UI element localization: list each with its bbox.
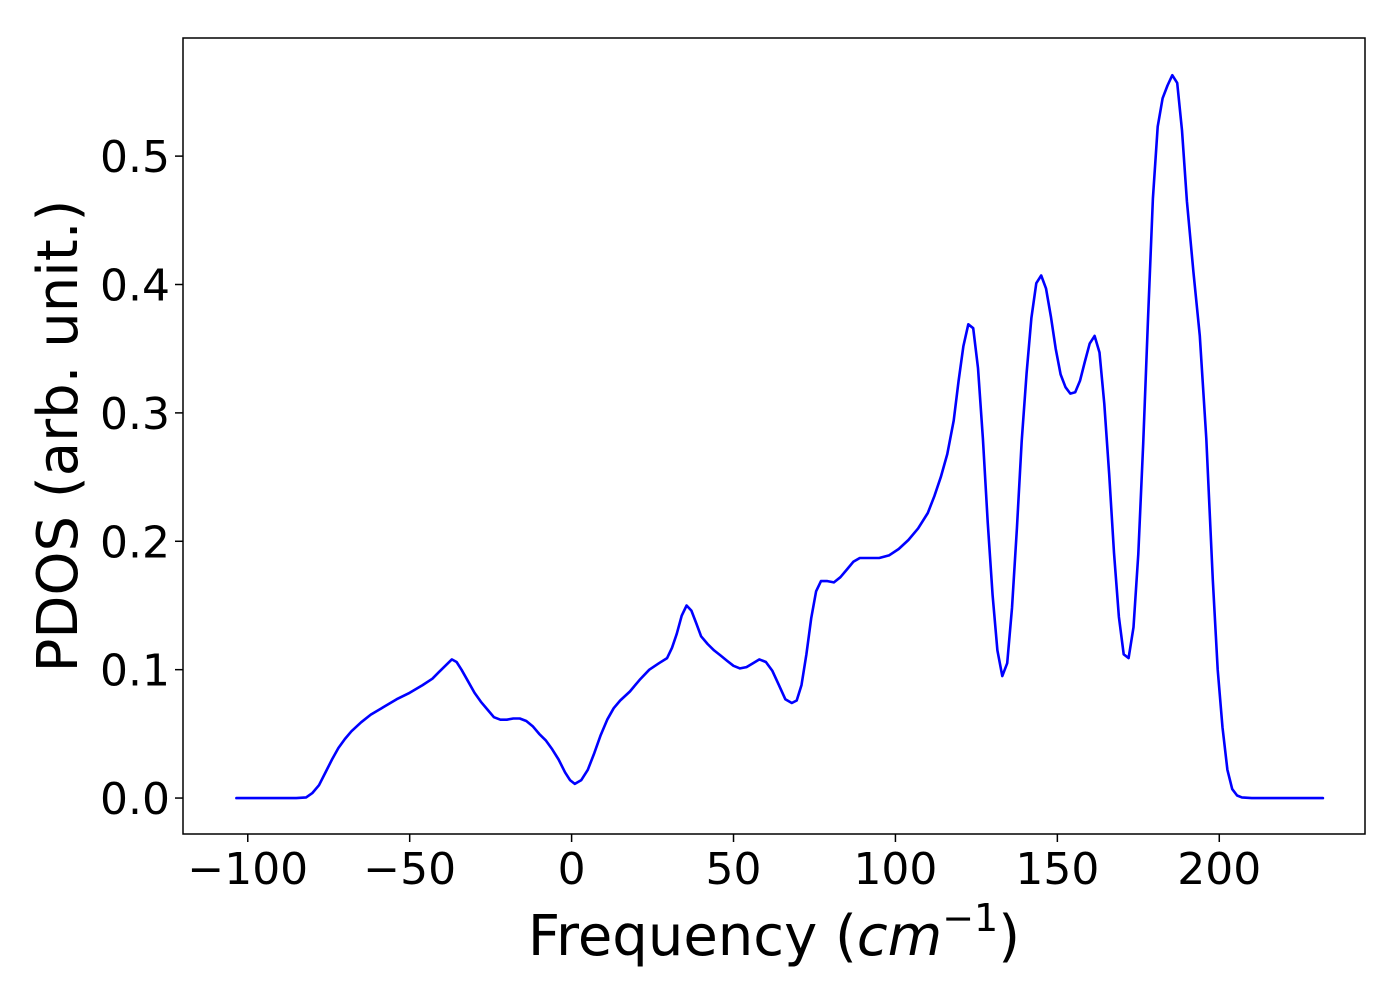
- x-tick-label: −100: [187, 844, 308, 895]
- y-tick-label: 0.3: [100, 389, 170, 440]
- x-tick-label: −50: [363, 844, 456, 895]
- y-tick-label: 0.1: [100, 646, 170, 697]
- pdos-series-line: [235, 73, 1325, 800]
- plot-frame: [182, 37, 1366, 835]
- x-axis-title-suffix: ): [998, 904, 1020, 969]
- x-axis-title: Frequency (cm−1): [528, 896, 1020, 969]
- x-tick-label: 50: [706, 844, 762, 895]
- y-tick-label: 0.5: [100, 132, 170, 183]
- y-axis-title: PDOS (arb. unit.): [26, 200, 91, 673]
- x-axis-title-prefix: Frequency (: [528, 904, 857, 969]
- x-tick-label: 100: [853, 844, 937, 895]
- x-tick-label: 200: [1177, 844, 1261, 895]
- y-axis-ticks: 0.0 0.1 0.2 0.3 0.4 0.5: [100, 132, 183, 825]
- x-tick-label: 150: [1015, 844, 1099, 895]
- x-tick-label: 0: [558, 844, 586, 895]
- x-axis-ticks: −100 −50 0 50 100 150 200: [187, 834, 1261, 895]
- x-axis-title-exponent: −1: [942, 896, 998, 940]
- series-layer: [235, 73, 1325, 800]
- y-tick-label: 0.0: [100, 774, 170, 825]
- y-tick-label: 0.4: [100, 261, 170, 312]
- y-tick-label: 0.2: [100, 517, 170, 568]
- x-axis-title-unit: cm: [857, 904, 942, 969]
